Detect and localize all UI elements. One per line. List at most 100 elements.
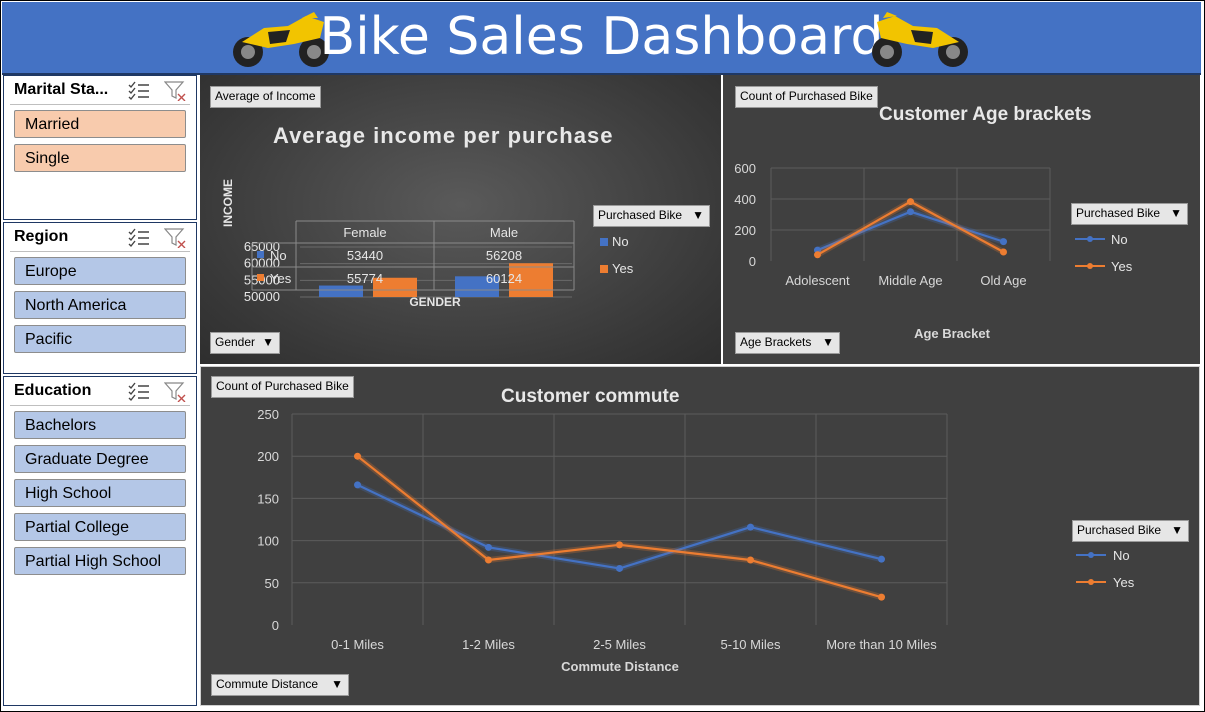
x-tick-label: 2-5 Miles xyxy=(593,637,646,652)
legend-label-yes: Yes xyxy=(1113,575,1135,590)
legend-field-button[interactable]: Purchased Bike ▼ xyxy=(1072,520,1189,542)
dropdown-arrow-icon: ▼ xyxy=(1170,206,1182,220)
slicer-title: Marital Sta... xyxy=(14,81,109,98)
data-point-no xyxy=(878,555,885,563)
multi-select-icon[interactable] xyxy=(128,81,150,101)
legend-field-button[interactable]: Purchased Bike ▼ xyxy=(593,205,710,227)
series-line-yes xyxy=(356,455,882,599)
legend-label-no: No xyxy=(612,234,629,249)
legend-field-label: Purchased Bike xyxy=(1076,206,1161,220)
y-tick-label: 0 xyxy=(272,618,279,633)
gridlines xyxy=(291,413,948,625)
dashboard-header: Bike Sales Dashboard xyxy=(2,2,1201,75)
y-tick-labels: 0 200 400 600 xyxy=(734,161,756,269)
slicer-item-pacific[interactable]: Pacific xyxy=(14,325,186,353)
slicer-header: Region xyxy=(10,223,190,252)
clear-filter-icon[interactable] xyxy=(164,81,186,101)
bar-no xyxy=(455,276,499,297)
x-tick-labels: 0-1 Miles 1-2 Miles 2-5 Miles 5-10 Miles Mor… xyxy=(331,637,937,652)
legend-key-no xyxy=(257,251,264,258)
axis-field-button[interactable]: Gender ▼ xyxy=(210,332,280,354)
slicer-education: Education Bachelors Graduate Degree High… xyxy=(3,376,197,706)
x-tick-label: More than 10 Miles xyxy=(826,637,937,652)
slicer-item-graduate-degree[interactable]: Graduate Degree xyxy=(14,445,186,473)
dropdown-arrow-icon: ▼ xyxy=(822,335,834,349)
chart-age-panel: Count of Purchased Bike Customer Age bra… xyxy=(723,75,1200,364)
value-field-button[interactable]: Average of Income xyxy=(210,86,321,108)
y-axis-label: INCOME xyxy=(221,179,235,227)
axis-field-label: Commute Distance xyxy=(216,677,319,691)
legend-label-yes: Yes xyxy=(1111,259,1133,274)
chart-title: Customer Age brackets xyxy=(879,104,1092,125)
legend-marker-no xyxy=(1087,236,1093,242)
commute-line-chart: 0 50 100 150 200 250 0-1 Miles 1-2 Miles 2-5 Mi… xyxy=(257,407,1135,674)
x-axis-label: GENDER xyxy=(409,295,461,309)
x-tick-label: 1-2 Miles xyxy=(462,637,515,652)
y-tick-label: 200 xyxy=(257,449,279,464)
slicer-item-partial-high-school[interactable]: Partial High School xyxy=(14,547,186,575)
axis-field-button[interactable]: Commute Distance ▼ xyxy=(211,674,349,696)
y-tick-label: 400 xyxy=(734,192,756,207)
slicer-item-single[interactable]: Single xyxy=(14,144,186,172)
dashboard-title: Bike Sales Dashboard xyxy=(319,7,884,67)
motorbike-icon xyxy=(233,12,329,67)
y-tick-label: 150 xyxy=(257,491,279,506)
data-point-yes xyxy=(878,593,885,601)
data-point-yes xyxy=(814,251,821,259)
legend-key-yes xyxy=(257,274,264,281)
slicer-item-partial-college[interactable]: Partial College xyxy=(14,513,186,541)
slicer-title: Education xyxy=(14,382,92,399)
data-point-yes xyxy=(485,556,492,564)
data-point-no xyxy=(907,208,914,216)
legend-marker-yes xyxy=(1088,579,1094,585)
x-axis-label: Commute Distance xyxy=(561,659,679,674)
legend-marker-no xyxy=(1088,552,1094,558)
legend-label-no: No xyxy=(1113,548,1130,563)
dropdown-arrow-icon: ▼ xyxy=(331,677,343,691)
axis-field-button[interactable]: Age Brackets ▼ xyxy=(735,332,840,354)
y-tick-labels: 0 50 100 150 200 250 xyxy=(257,407,279,633)
legend-field-button[interactable]: Purchased Bike ▼ xyxy=(1071,203,1188,225)
data-point-no xyxy=(747,523,754,531)
legend-field-label: Purchased Bike xyxy=(598,208,683,222)
bars xyxy=(319,263,553,297)
table-cell: 55774 xyxy=(347,271,383,286)
bar-yes xyxy=(373,277,417,297)
data-point-no xyxy=(354,481,361,489)
bar-yes xyxy=(509,263,553,297)
slicer-item-bachelors[interactable]: Bachelors xyxy=(14,411,186,439)
table-row-label-yes: Yes xyxy=(270,271,292,286)
slicer-header: Marital Sta... xyxy=(10,76,190,105)
multi-select-icon[interactable] xyxy=(128,228,150,248)
value-field-button[interactable]: Count of Purchased Bike xyxy=(211,376,354,398)
series-glow-no xyxy=(816,208,1005,253)
series-lines xyxy=(354,452,885,601)
legend-marker-no xyxy=(600,238,608,246)
table-header-male: Male xyxy=(490,225,518,240)
x-tick-label: 5-10 Miles xyxy=(721,637,781,652)
data-point-no xyxy=(1000,238,1007,246)
legend-label-yes: Yes xyxy=(612,261,634,276)
clear-filter-icon[interactable] xyxy=(164,382,186,402)
table-row-label-no: No xyxy=(270,248,287,263)
slicer-item-europe[interactable]: Europe xyxy=(14,257,186,285)
slicer-item-high-school[interactable]: High School xyxy=(14,479,186,507)
slicer-item-north-america[interactable]: North America xyxy=(14,291,186,319)
x-tick-label: Adolescent xyxy=(785,273,850,288)
clear-filter-icon[interactable] xyxy=(164,228,186,248)
data-table xyxy=(251,220,575,291)
axis-field-label: Gender xyxy=(215,335,256,349)
slicer-item-married[interactable]: Married xyxy=(14,110,186,138)
slicer-marital-status: Marital Sta... Married Single xyxy=(3,75,197,220)
chart-income-panel: Average of Income Average income per pur… xyxy=(200,75,721,364)
series-glow-no xyxy=(356,482,883,572)
x-tick-labels: Adolescent Middle Age Old Age xyxy=(785,273,1026,288)
x-axis-label: Age Bracket xyxy=(914,326,991,341)
multi-select-icon[interactable] xyxy=(128,382,150,402)
value-field-button[interactable]: Count of Purchased Bike xyxy=(735,86,878,108)
y-tick-label: 50 xyxy=(265,576,279,591)
data-point-no xyxy=(616,564,623,572)
axis-field-label: Age Brackets xyxy=(740,335,812,349)
legend-marker-yes xyxy=(600,265,608,273)
y-tick-label: 250 xyxy=(257,407,279,422)
